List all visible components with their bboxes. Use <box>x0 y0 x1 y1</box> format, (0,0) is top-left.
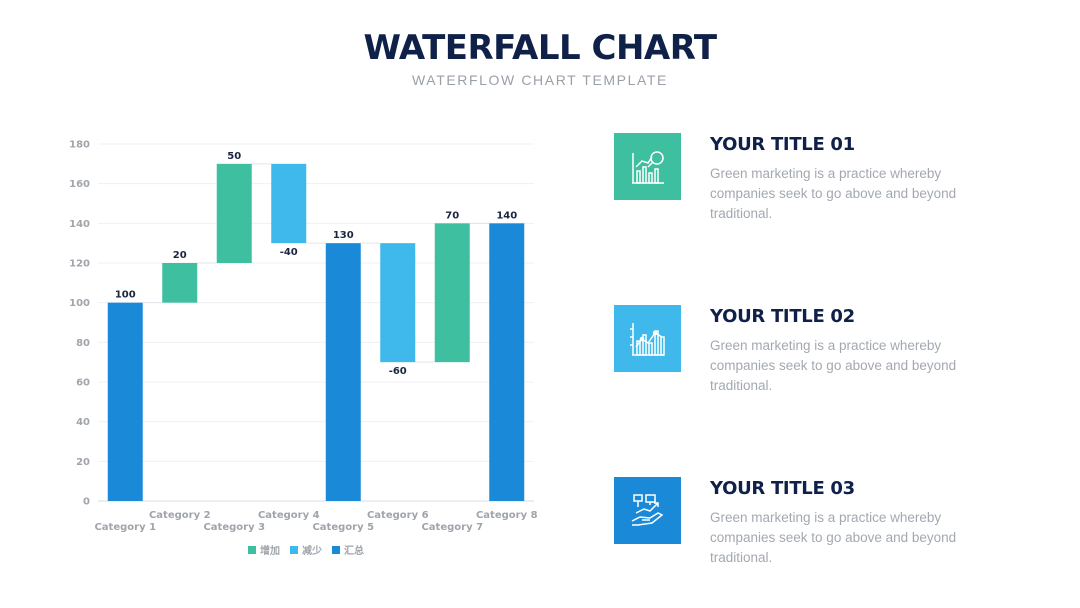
feature-title-2: YOUR TITLE 02 <box>710 306 855 327</box>
data-label: 100 <box>115 290 136 301</box>
x-tick-label: Category 7 <box>421 522 483 533</box>
growth-hand-icon <box>614 477 681 544</box>
data-label: 70 <box>445 210 459 221</box>
chart-magnifier-icon <box>614 133 681 200</box>
waterfall-bar <box>434 223 470 363</box>
feature-item-1: YOUR TITLE 01 Green marketing is a pract… <box>614 133 1044 221</box>
y-tick-label: 20 <box>76 457 90 468</box>
x-tick-label: Category 2 <box>149 510 211 521</box>
waterfall-bar <box>107 302 143 501</box>
data-label: 140 <box>496 210 517 221</box>
legend-swatch <box>332 546 340 554</box>
y-tick-label: 180 <box>69 140 90 151</box>
data-label: 130 <box>333 230 354 241</box>
data-label: 50 <box>227 151 241 162</box>
waterfall-chart: 0 20 40 60 80 100 120 140 160 180 100 20 50 -40 130 -60… <box>69 140 538 558</box>
legend-label: 增加 <box>260 544 280 557</box>
waterfall-bar <box>216 163 252 263</box>
data-label: -40 <box>280 247 298 258</box>
feature-title-1: YOUR TITLE 01 <box>710 134 855 155</box>
x-tick-label: Category 4 <box>258 510 320 521</box>
x-tick-label: Category 6 <box>367 510 429 521</box>
waterfall-bar <box>271 163 307 244</box>
data-label: 20 <box>173 250 187 261</box>
legend-swatch <box>290 546 298 554</box>
y-tick-label: 160 <box>69 179 90 190</box>
x-tick-label: Category 8 <box>476 510 538 521</box>
feature-desc-3: Green marketing is a practice whereby co… <box>710 510 957 565</box>
feature-desc-1: Green marketing is a practice whereby co… <box>710 166 957 221</box>
feature-desc-2: Green marketing is a practice whereby co… <box>710 338 957 393</box>
page-title: WATERFALL CHART <box>363 28 717 68</box>
feature-title-3: YOUR TITLE 03 <box>710 478 855 499</box>
waterfall-bar <box>489 223 525 501</box>
page-subtitle: WATERFLOW CHART TEMPLATE <box>412 72 668 88</box>
waterfall-bar <box>162 263 198 303</box>
legend-label: 减少 <box>302 544 322 557</box>
legend-label: 汇总 <box>344 544 364 557</box>
y-tick-label: 120 <box>69 259 90 270</box>
data-label: -60 <box>389 366 407 377</box>
x-tick-label: Category 1 <box>94 522 156 533</box>
line-bar-chart-icon <box>614 305 681 372</box>
waterfall-bar <box>325 243 361 501</box>
x-tick-label: Category 3 <box>203 522 265 533</box>
feature-item-3: YOUR TITLE 03 Green marketing is a pract… <box>614 477 1044 565</box>
y-tick-label: 40 <box>76 417 90 428</box>
feature-item-2: YOUR TITLE 02 Green marketing is a pract… <box>614 305 1044 393</box>
legend-swatch <box>248 546 256 554</box>
y-tick-label: 0 <box>83 497 90 508</box>
y-tick-label: 60 <box>76 378 90 389</box>
x-tick-label: Category 5 <box>312 522 374 533</box>
waterfall-bar <box>380 243 416 363</box>
y-tick-label: 80 <box>76 338 90 349</box>
y-tick-label: 140 <box>69 219 90 230</box>
y-tick-label: 100 <box>69 298 90 309</box>
